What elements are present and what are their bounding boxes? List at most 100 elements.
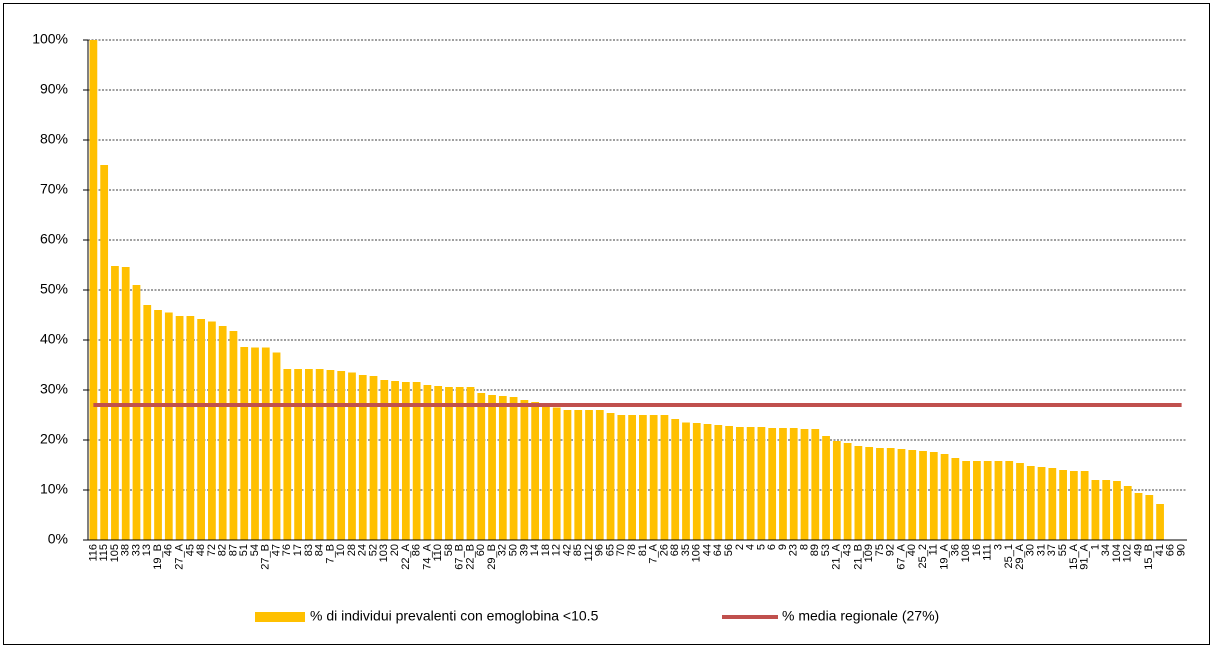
bar bbox=[919, 451, 927, 540]
x-tick-label: 112 bbox=[583, 544, 595, 562]
bar bbox=[197, 319, 206, 540]
x-tick-label: 4 bbox=[745, 544, 757, 550]
legend-label: % media regionale (27%) bbox=[782, 608, 939, 624]
bar bbox=[488, 395, 496, 540]
bar bbox=[423, 385, 432, 540]
bar bbox=[649, 415, 658, 540]
bar bbox=[283, 369, 292, 540]
bar bbox=[768, 428, 777, 540]
x-tick-label: 110 bbox=[432, 544, 444, 562]
bar bbox=[1102, 480, 1111, 540]
bar bbox=[294, 369, 302, 540]
bar bbox=[800, 429, 809, 540]
bar bbox=[617, 415, 626, 540]
bar bbox=[832, 441, 841, 540]
x-tick-label: 46 bbox=[163, 544, 175, 556]
x-tick-label: 58 bbox=[443, 544, 455, 556]
x-tick-label: 23 bbox=[788, 544, 800, 556]
bar bbox=[908, 450, 917, 540]
bar bbox=[132, 285, 141, 540]
bar bbox=[326, 370, 335, 540]
x-tick-label: 16 bbox=[971, 544, 983, 556]
x-tick-label: 53 bbox=[820, 544, 832, 556]
bar bbox=[1091, 480, 1100, 540]
bar bbox=[380, 380, 389, 540]
bar bbox=[757, 427, 766, 540]
x-tick-label: 78 bbox=[626, 544, 638, 556]
bar bbox=[412, 382, 421, 540]
y-tick-label: 70% bbox=[40, 181, 68, 197]
x-tick-label: 105 bbox=[109, 544, 121, 562]
x-tick-label: 56 bbox=[723, 544, 735, 556]
y-tick-label: 30% bbox=[40, 381, 68, 397]
x-tick-label: 87 bbox=[227, 544, 239, 556]
bar bbox=[1145, 495, 1154, 540]
x-tick-label: 81 bbox=[637, 544, 649, 556]
bar bbox=[994, 461, 1003, 540]
x-tick-label: 24 bbox=[357, 544, 369, 556]
x-tick-label: 11 bbox=[928, 544, 940, 555]
bar bbox=[348, 372, 356, 540]
x-tick-label: 3 bbox=[992, 544, 1004, 550]
bar bbox=[692, 423, 701, 540]
x-tick-label: 25_1 bbox=[1003, 544, 1015, 568]
x-tick-label: 19_B bbox=[152, 544, 164, 570]
bar bbox=[897, 449, 906, 540]
x-tick-label: 21_A bbox=[831, 543, 843, 569]
bar bbox=[1123, 486, 1132, 540]
bar bbox=[854, 446, 863, 540]
x-tick-label: 104 bbox=[1111, 544, 1123, 562]
bar bbox=[304, 369, 313, 540]
x-tick-label: 9 bbox=[777, 544, 789, 550]
x-tick-label: 96 bbox=[594, 544, 606, 556]
x-tick-label: 67_B bbox=[454, 544, 466, 570]
y-tick-label: 100% bbox=[32, 31, 68, 47]
x-tick-label: 33 bbox=[130, 544, 142, 556]
x-tick-label: 22_B bbox=[464, 544, 476, 570]
bar bbox=[682, 422, 690, 540]
x-tick-label: 86 bbox=[411, 544, 423, 556]
bar bbox=[337, 371, 346, 540]
x-tick-label: 51 bbox=[238, 544, 250, 556]
x-tick-label: 1 bbox=[1089, 544, 1101, 550]
bar bbox=[843, 443, 852, 540]
bar bbox=[951, 458, 960, 540]
x-tick-label: 18 bbox=[540, 544, 552, 556]
bar bbox=[628, 415, 636, 540]
x-tick-label: 111 bbox=[982, 544, 994, 561]
x-tick-label: 55 bbox=[1057, 544, 1069, 556]
bar bbox=[1059, 470, 1067, 540]
x-tick-label: 72 bbox=[206, 544, 218, 556]
x-tick-label: 82 bbox=[217, 544, 229, 556]
x-tick-label: 29_B bbox=[486, 544, 498, 570]
bar bbox=[1156, 504, 1164, 540]
bar bbox=[466, 387, 475, 540]
x-tick-label: 102 bbox=[1122, 544, 1134, 562]
bar bbox=[358, 375, 367, 540]
bar bbox=[929, 452, 938, 540]
bar bbox=[973, 461, 981, 540]
bar bbox=[1026, 466, 1035, 540]
x-tick-label: 8 bbox=[798, 544, 810, 550]
x-tick-label: 91_A bbox=[1079, 543, 1091, 569]
bar bbox=[315, 369, 324, 540]
x-tick-label: 40 bbox=[906, 544, 918, 556]
x-tick-label: 25_2 bbox=[917, 544, 929, 568]
x-tick-label: 29_A bbox=[1014, 543, 1026, 569]
bar bbox=[789, 428, 798, 540]
x-tick-label: 34 bbox=[1100, 544, 1112, 556]
bar bbox=[261, 347, 270, 540]
x-tick-label: 43 bbox=[842, 544, 854, 556]
x-tick-label: 47 bbox=[270, 544, 282, 556]
bar bbox=[595, 410, 604, 540]
bar bbox=[1080, 471, 1089, 540]
x-tick-label: 27_B bbox=[260, 544, 272, 570]
x-tick-label: 42 bbox=[561, 544, 573, 556]
bar bbox=[703, 424, 712, 540]
bar bbox=[477, 393, 486, 540]
bar bbox=[455, 387, 464, 540]
bar bbox=[822, 436, 830, 540]
bar bbox=[240, 347, 249, 540]
bar bbox=[1134, 493, 1143, 540]
